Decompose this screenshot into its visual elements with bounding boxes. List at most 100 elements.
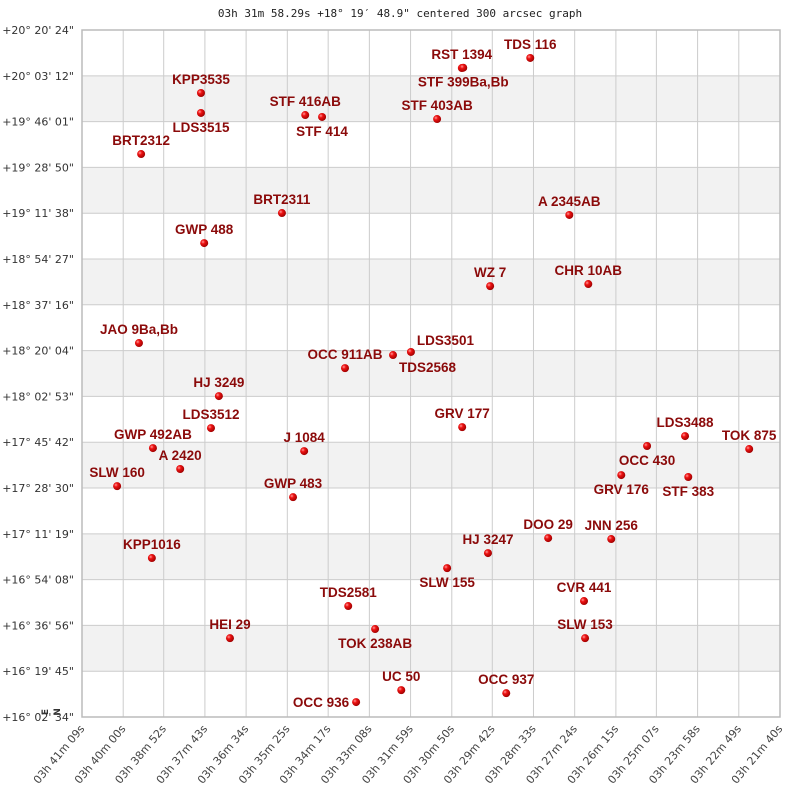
star-dot[interactable] [318,112,327,121]
star-dot[interactable] [406,347,415,356]
star-label: CHR 10AB [555,263,623,278]
star-point[interactable]: SLW 155 [419,564,475,590]
star-point[interactable]: OCC 911AB [307,347,383,373]
star-label: HJ 3249 [193,375,244,390]
star-point[interactable]: CVR 441 [557,580,612,606]
star-dot[interactable] [483,549,492,558]
star-dot[interactable] [289,493,298,502]
star-point[interactable]: GRV 177 [435,406,490,432]
y-tick-label: +16° 54' 08" [2,574,74,587]
compass-east: E [41,709,51,715]
star-dot[interactable] [196,108,205,117]
star-point[interactable]: GRV 176 [594,471,650,497]
star-point[interactable]: LDS3488 [657,415,715,441]
star-point[interactable]: STF 416AB [270,94,342,120]
star-dot[interactable] [433,115,442,124]
star-dot[interactable] [397,686,406,695]
star-dot[interactable] [389,351,398,360]
star-point[interactable]: SLW 153 [557,617,613,643]
star-label: GRV 176 [594,482,650,497]
star-dot[interactable] [206,424,215,433]
star-dot[interactable] [137,150,146,159]
star-point[interactable]: OCC 430 [619,441,675,468]
star-dot[interactable] [176,465,185,474]
star-dot[interactable] [352,698,361,707]
star-point[interactable]: CHR 10AB [555,263,623,289]
star-point[interactable]: J 1084 [284,430,326,456]
star-dot[interactable] [617,471,626,480]
star-point[interactable]: GWP 492AB [114,427,192,453]
star-dot[interactable] [544,534,553,543]
star-point[interactable]: KPP1016 [123,537,181,563]
star-dot[interactable] [196,88,205,97]
star-dot[interactable] [225,634,234,643]
star-point[interactable]: TOK 238AB [338,625,412,651]
star-point[interactable]: UC 50 [382,669,420,695]
star-point[interactable]: TDS2568 [389,351,457,375]
grid-lines [81,29,781,718]
star-dot[interactable] [113,482,122,491]
star-dot[interactable] [443,564,452,573]
star-point[interactable]: JNN 256 [585,518,639,544]
y-tick-label: +16° 19' 45" [2,665,74,678]
star-dot[interactable] [681,432,690,441]
star-point[interactable]: HEI 29 [209,617,251,643]
star-dot[interactable] [643,441,652,450]
star-dot[interactable] [745,445,754,454]
y-tick-label: +17° 45' 42" [2,436,74,449]
star-dot[interactable] [581,634,590,643]
star-dot[interactable] [277,209,286,218]
star-point[interactable]: OCC 937 [478,672,534,698]
star-point[interactable]: TOK 875 [722,428,777,454]
star-dot[interactable] [684,473,693,482]
star-dot[interactable] [502,689,511,698]
star-point[interactable]: BRT2312 [112,133,170,159]
star-dot[interactable] [371,625,380,634]
star-dot[interactable] [344,602,353,611]
star-dot[interactable] [200,239,209,248]
star-dot[interactable] [214,392,223,401]
star-point[interactable]: LDS3501 [406,333,475,356]
star-point[interactable]: HJ 3247 [462,532,513,558]
star-point[interactable]: JAO 9Ba,Bb [100,322,178,348]
row-band [82,259,780,305]
star-dot[interactable] [301,111,310,120]
star-point[interactable]: STF 383 [662,473,715,499]
star-point[interactable]: DOO 29 [523,517,573,543]
star-dot[interactable] [300,447,309,456]
star-dot[interactable] [580,597,589,606]
star-point[interactable]: STF 414 [296,112,348,139]
star-point[interactable]: GWP 488 [175,222,234,248]
star-dot[interactable] [486,282,495,291]
star-point[interactable]: GWP 483 [264,476,323,502]
star-dot[interactable] [584,280,593,289]
star-label: GWP 483 [264,476,323,491]
star-label: OCC 937 [478,672,534,687]
star-point[interactable]: KPP3535 [172,72,230,97]
star-point[interactable]: LDS3512 [182,407,240,433]
star-dot[interactable] [341,364,350,373]
star-point[interactable]: A 2420 [159,448,202,474]
star-point[interactable]: OCC 936 [293,695,361,710]
star-point[interactable]: STF 403AB [401,98,473,124]
star-dot[interactable] [565,210,574,219]
star-point[interactable]: HJ 3249 [193,375,244,401]
star-dot[interactable] [148,444,157,453]
star-point[interactable]: LDS3515 [172,108,230,135]
star-label: TDS2568 [399,360,457,375]
star-dot[interactable] [458,423,467,432]
star-dot[interactable] [459,63,468,72]
star-point[interactable]: STF 399Ba,Bb [418,63,509,90]
star-point[interactable]: SLW 160 [89,465,145,491]
star-point[interactable]: A 2345AB [538,194,601,219]
star-point[interactable]: WZ 7 [474,265,506,291]
star-point[interactable]: TDS2581 [320,585,378,611]
star-dot[interactable] [526,53,535,62]
y-tick-label: +20° 20' 24" [2,24,74,37]
star-dot[interactable] [607,535,616,544]
star-dot[interactable] [147,554,156,563]
star-point[interactable]: BRT2311 [253,192,311,218]
star-dot[interactable] [134,339,143,348]
star-point[interactable]: TDS 116 [504,37,557,62]
